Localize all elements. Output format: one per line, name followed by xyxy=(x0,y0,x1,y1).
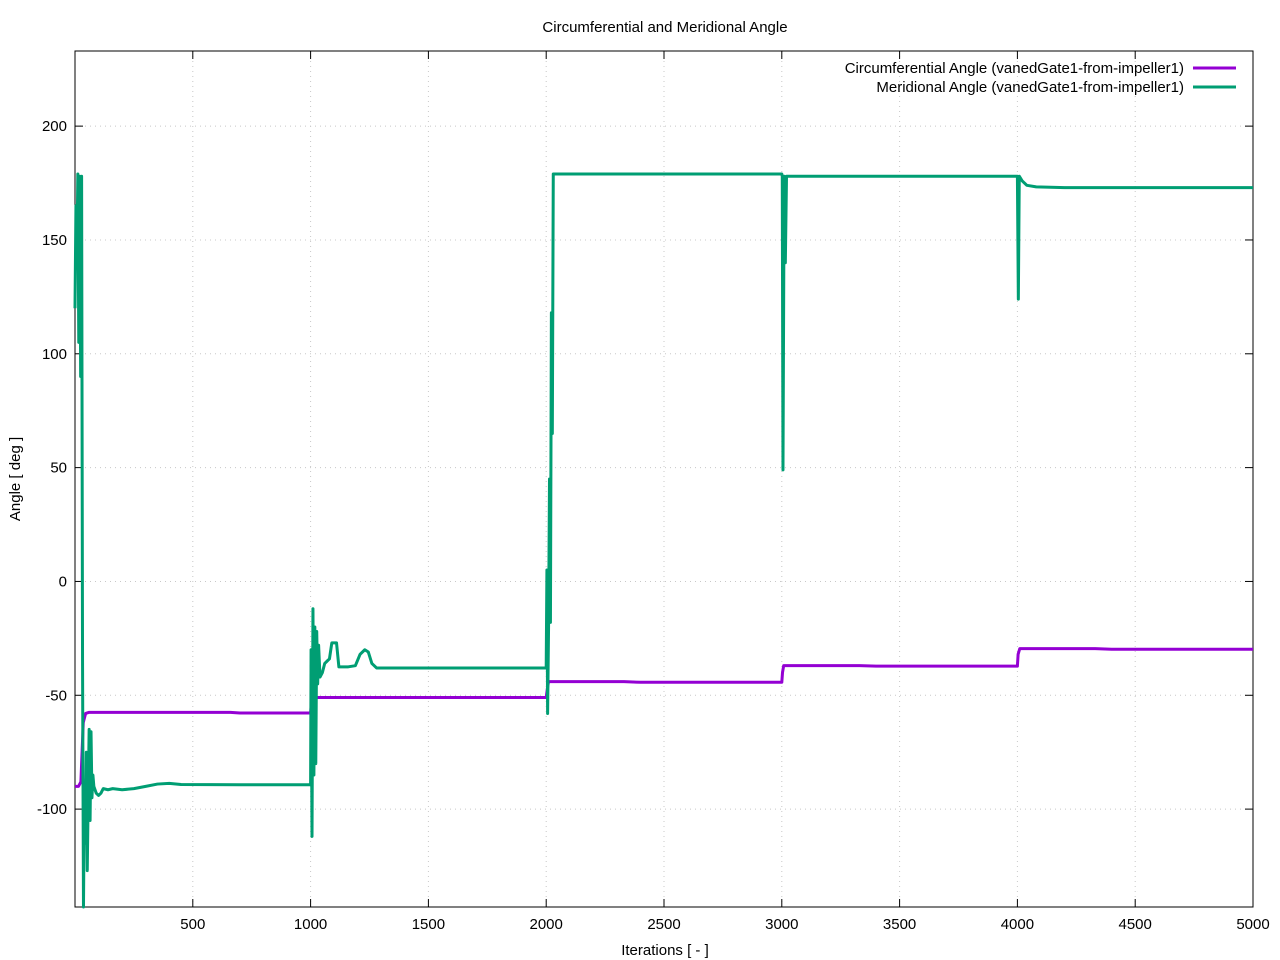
ticks xyxy=(75,51,1254,907)
x-tick-label: 1500 xyxy=(412,916,445,933)
legend-label-2: Meridional Angle (vanedGate1-from-impell… xyxy=(876,79,1184,96)
x-axis-label: Iterations [ - ] xyxy=(621,942,709,959)
y-axis-label: Angle [ deg ] xyxy=(7,437,24,521)
y-tick-label: -100 xyxy=(37,801,67,818)
y-tick-label: -50 xyxy=(45,687,67,704)
y-tick-label: 0 xyxy=(59,573,67,590)
x-tick-label: 5000 xyxy=(1236,916,1269,933)
x-tick-label: 500 xyxy=(180,916,205,933)
x-tick-label: 2500 xyxy=(647,916,680,933)
legend-label-1: Circumferential Angle (vanedGate1-from-i… xyxy=(845,60,1184,77)
x-tick-label: 3000 xyxy=(765,916,798,933)
x-tick-label: 2000 xyxy=(530,916,563,933)
x-tick-label: 4500 xyxy=(1119,916,1152,933)
x-tick-label: 4000 xyxy=(1001,916,1034,933)
y-tick-label: 150 xyxy=(42,232,67,249)
chart-title: Circumferential and Meridional Angle xyxy=(542,19,787,36)
x-tick-label: 3500 xyxy=(883,916,916,933)
y-tick-label: 200 xyxy=(42,118,67,135)
y-tick-label: 100 xyxy=(42,346,67,363)
legend: Circumferential Angle (vanedGate1-from-i… xyxy=(845,60,1236,96)
series-line-2 xyxy=(73,172,1253,909)
y-tick-label: 50 xyxy=(50,460,67,477)
tick-labels: 500 1000 1500 2000 2500 3000 3500 4000 4500 5000-… xyxy=(37,118,1270,933)
x-tick-label: 1000 xyxy=(294,916,327,933)
series-layer xyxy=(73,172,1253,909)
